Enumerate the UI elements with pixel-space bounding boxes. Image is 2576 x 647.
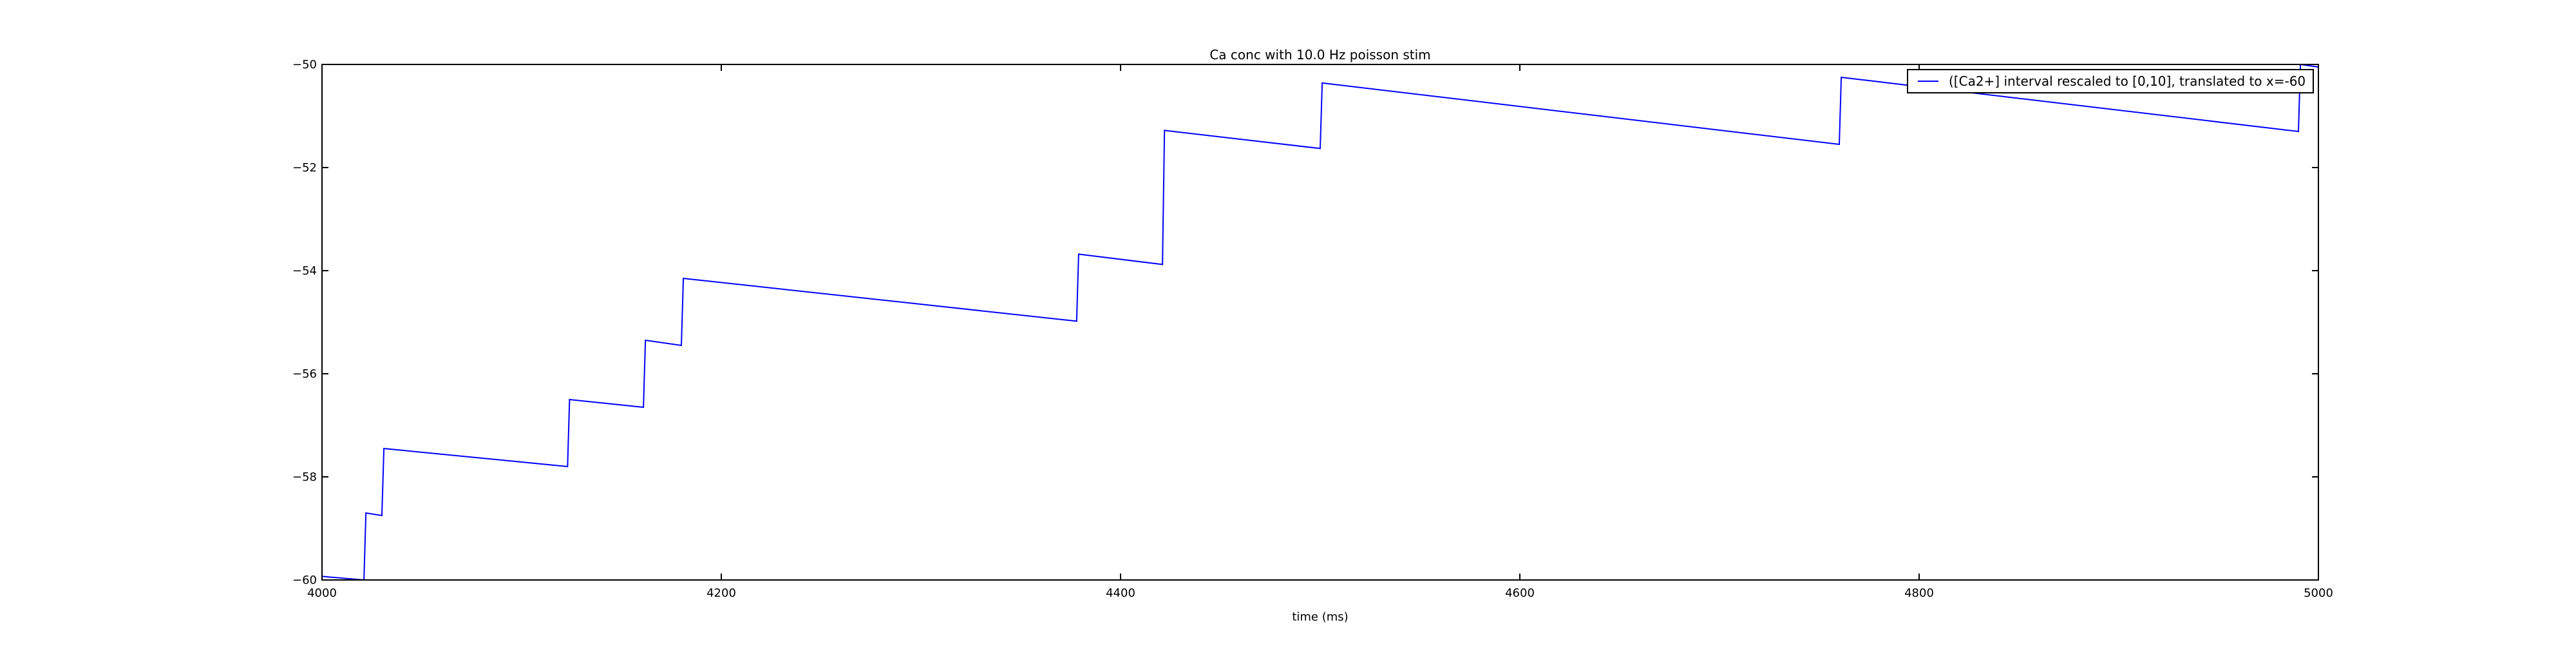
series-line-0 — [321, 63, 2319, 581]
axes: 4000 4200 4400 4600 4800 5000 −60 −58 −56 −54 −52 −… — [292, 58, 2333, 600]
legend: ([Ca2+] interval rescaled to [0,10], tra… — [1907, 69, 2314, 93]
y-tick-label: −50 — [292, 58, 317, 72]
chart-title: Ca conc with 10.0 Hz poisson stim — [1209, 47, 1430, 63]
y-tick-label: −60 — [292, 574, 317, 587]
y-tick-label: −54 — [292, 264, 317, 278]
x-tick-label: 4000 — [307, 586, 337, 600]
x-axis-label: time (ms) — [1292, 610, 1348, 624]
x-tick-label: 4600 — [1505, 586, 1535, 600]
plot-frame — [321, 64, 2319, 581]
legend-box — [1907, 69, 2314, 93]
x-tick-label: 4400 — [1106, 586, 1135, 600]
x-tick-label: 4800 — [1904, 586, 1934, 600]
y-tick-label: −52 — [292, 161, 317, 175]
legend-label: ([Ca2+] interval rescaled to [0,10], tra… — [1949, 73, 2306, 89]
y-tick-label: −58 — [292, 470, 317, 484]
plot-area — [321, 63, 2319, 581]
x-tick-label: 4200 — [706, 586, 736, 600]
y-tick-label: −56 — [292, 367, 317, 381]
x-tick-label: 5000 — [2304, 586, 2333, 600]
